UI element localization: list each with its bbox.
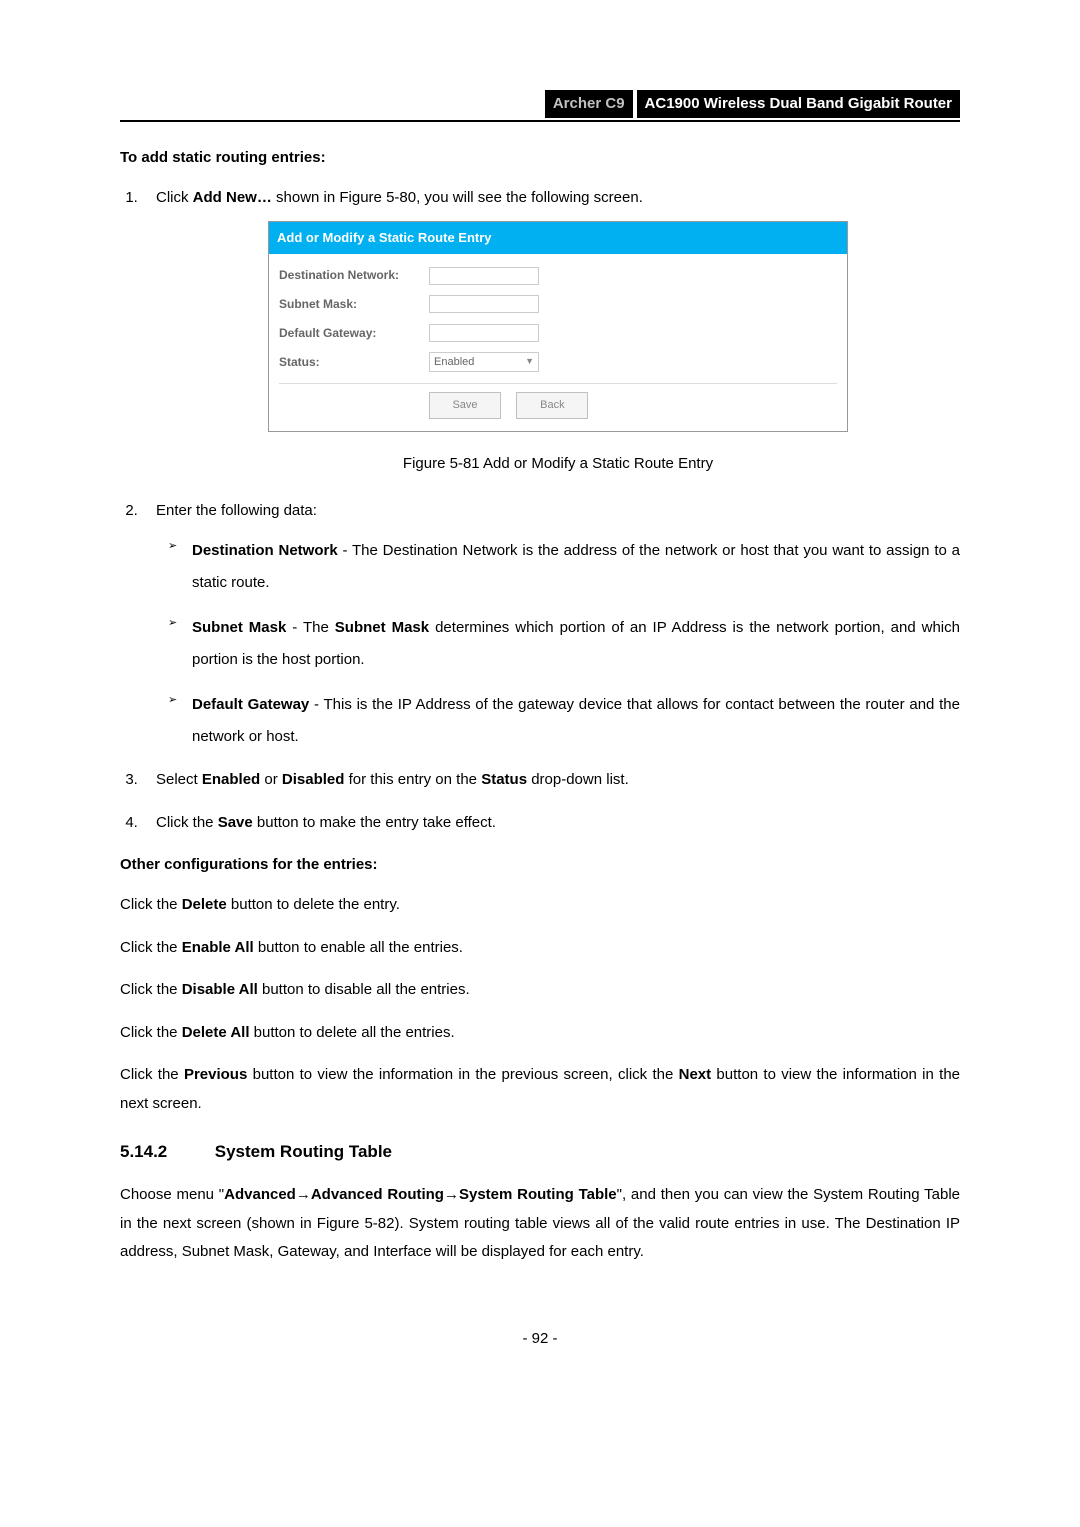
sub-subnet-bold2: Subnet Mask bbox=[335, 619, 429, 636]
header-rule bbox=[120, 120, 960, 122]
list-item-2: Enter the following data: Destination Ne… bbox=[142, 497, 960, 753]
li3-p1: Select bbox=[156, 771, 202, 788]
li3-p3: for this entry on the bbox=[344, 771, 481, 788]
save-button[interactable]: Save bbox=[429, 392, 501, 419]
label-subnet-mask: Subnet Mask: bbox=[279, 293, 429, 316]
screenshot-body: Destination Network: Subnet Mask: Defaul… bbox=[269, 254, 847, 431]
li1-suffix: shown in Figure 5-80, you will see the f… bbox=[272, 189, 643, 206]
li3-b2: Disabled bbox=[282, 771, 345, 788]
input-default-gateway[interactable] bbox=[429, 324, 539, 342]
select-status[interactable]: Enabled ▼ bbox=[429, 352, 539, 372]
li3-p4: drop-down list. bbox=[527, 771, 629, 788]
screenshot-container: Add or Modify a Static Route Entry Desti… bbox=[268, 221, 848, 433]
form-row-subnet: Subnet Mask: bbox=[279, 293, 837, 316]
list-item-4: Click the Save button to make the entry … bbox=[142, 809, 960, 838]
sub-item-gateway: Default Gateway - This is the IP Address… bbox=[168, 689, 960, 752]
sub-list: Destination Network - The Destination Ne… bbox=[156, 535, 960, 752]
section-number: 5.14.2 bbox=[120, 1138, 210, 1165]
para-prev-next: Click the Previous button to view the in… bbox=[120, 1061, 960, 1118]
list-item-1: Click Add New… shown in Figure 5-80, you… bbox=[142, 184, 960, 479]
section-heading: 5.14.2 System Routing Table bbox=[120, 1138, 960, 1165]
back-button[interactable]: Back bbox=[516, 392, 588, 419]
li1-prefix: Click bbox=[156, 189, 193, 206]
other-config-heading: Other configurations for the entries: bbox=[120, 853, 960, 877]
section-title: System Routing Table bbox=[215, 1142, 392, 1161]
select-value: Enabled bbox=[434, 352, 474, 373]
li4-b1: Save bbox=[218, 814, 253, 831]
input-destination-network[interactable] bbox=[429, 267, 539, 285]
label-default-gateway: Default Gateway: bbox=[279, 322, 429, 345]
screenshot-titlebar: Add or Modify a Static Route Entry bbox=[269, 222, 847, 255]
sub-subnet-bold1: Subnet Mask bbox=[192, 619, 286, 636]
add-entries-heading: To add static routing entries: bbox=[120, 146, 960, 170]
para-disable-all: Click the Disable All button to disable … bbox=[120, 976, 960, 1005]
sub-dest-bold: Destination Network bbox=[192, 542, 338, 559]
figure-caption: Figure 5-81 Add or Modify a Static Route… bbox=[156, 450, 960, 479]
li3-b1: Enabled bbox=[202, 771, 260, 788]
form-row-status: Status: Enabled ▼ bbox=[279, 351, 837, 374]
screenshot-separator bbox=[279, 383, 837, 384]
form-row-gateway: Default Gateway: bbox=[279, 322, 837, 345]
label-destination-network: Destination Network: bbox=[279, 264, 429, 287]
label-status: Status: bbox=[279, 351, 429, 374]
page-number: - 92 - bbox=[120, 1327, 960, 1351]
form-row-dest: Destination Network: bbox=[279, 264, 837, 287]
li4-p1: Click the bbox=[156, 814, 218, 831]
li3-b3: Status bbox=[481, 771, 527, 788]
sub-item-subnet: Subnet Mask - The Subnet Mask determines… bbox=[168, 612, 960, 675]
sub-item-dest: Destination Network - The Destination Ne… bbox=[168, 535, 960, 598]
chevron-down-icon: ▼ bbox=[525, 353, 534, 370]
li2-intro: Enter the following data: bbox=[156, 502, 317, 519]
list-item-3: Select Enabled or Disabled for this entr… bbox=[142, 766, 960, 795]
header-model: Archer C9 bbox=[545, 90, 633, 118]
main-ordered-list: Click Add New… shown in Figure 5-80, you… bbox=[120, 184, 960, 837]
para-delete: Click the Delete button to delete the en… bbox=[120, 891, 960, 920]
sub-gateway-bold: Default Gateway bbox=[192, 696, 309, 713]
li3-p2: or bbox=[260, 771, 282, 788]
para-delete-all: Click the Delete All button to delete al… bbox=[120, 1019, 960, 1048]
header-product: AC1900 Wireless Dual Band Gigabit Router bbox=[637, 90, 960, 118]
button-row: Save Back bbox=[279, 392, 837, 419]
input-subnet-mask[interactable] bbox=[429, 295, 539, 313]
para-enable-all: Click the Enable All button to enable al… bbox=[120, 934, 960, 963]
li4-p2: button to make the entry take effect. bbox=[253, 814, 496, 831]
sub-subnet-mid: - The bbox=[286, 619, 334, 636]
section-paragraph: Choose menu "Advanced→Advanced Routing→S… bbox=[120, 1181, 960, 1267]
page-header: Archer C9AC1900 Wireless Dual Band Gigab… bbox=[120, 90, 960, 118]
li1-bold: Add New… bbox=[193, 189, 272, 206]
